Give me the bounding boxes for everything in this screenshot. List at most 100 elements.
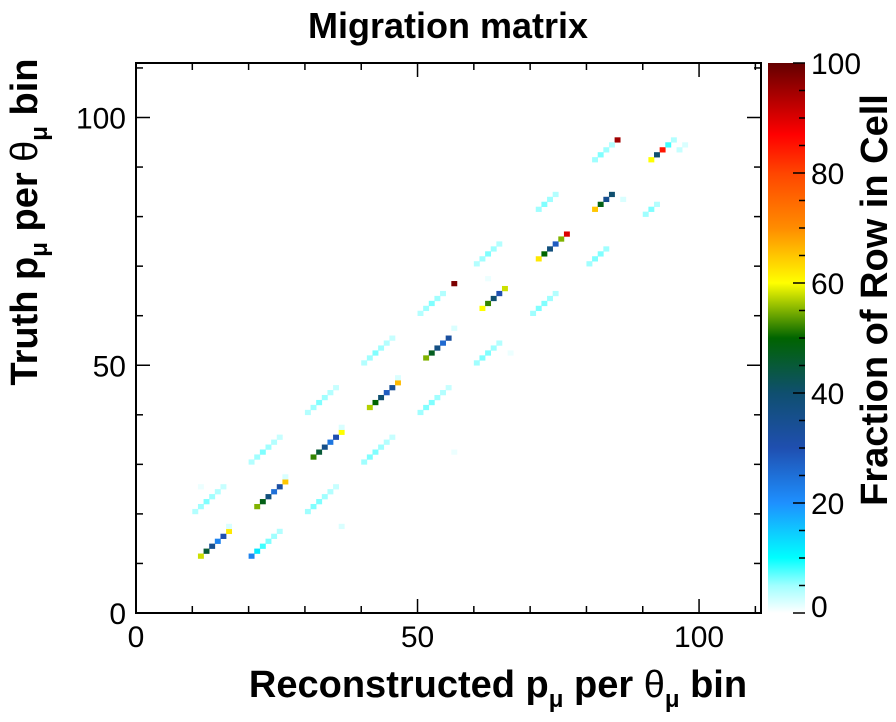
heatmap-cell xyxy=(282,474,289,480)
heatmap-cell xyxy=(552,290,559,297)
heatmap-cell xyxy=(271,439,278,445)
heatmap-cell xyxy=(372,350,379,356)
heatmap-cell xyxy=(197,503,204,510)
heatmap-cell xyxy=(563,231,570,237)
heatmap-cell xyxy=(451,325,458,331)
heatmap-cell xyxy=(254,503,261,510)
heatmap-cell xyxy=(265,494,272,500)
heatmap-cell xyxy=(541,201,548,207)
heatmap-cell xyxy=(333,434,339,440)
x-axis-label: Reconstructed pμ per θμ bin xyxy=(249,664,747,713)
heatmap-cell xyxy=(276,484,283,490)
heatmap-cell xyxy=(389,335,396,341)
heatmap-cell xyxy=(209,494,216,500)
heatmap-cell xyxy=(597,152,604,158)
heatmap-cell xyxy=(383,439,390,445)
colorbar-tick-label: 80 xyxy=(811,158,844,191)
heatmap-cell xyxy=(366,404,373,411)
heatmap-cell xyxy=(338,429,345,435)
heatmap-cell xyxy=(473,261,480,267)
heatmap-cell xyxy=(479,355,486,361)
heatmap-cell xyxy=(428,300,435,307)
heatmap-cell xyxy=(451,449,458,455)
heatmap-cell xyxy=(485,300,492,307)
heatmap-cell xyxy=(547,295,553,302)
heatmap-cell xyxy=(310,404,317,411)
heatmap-cell xyxy=(248,553,255,559)
heatmap-cell xyxy=(440,290,446,297)
heatmap-cell xyxy=(197,553,204,559)
heatmap-cell xyxy=(327,439,334,445)
heatmap-cell xyxy=(417,310,424,316)
heatmap-cell xyxy=(496,241,503,247)
heatmap-cell xyxy=(338,523,345,530)
heatmap-cell xyxy=(440,390,446,396)
heatmap-cell xyxy=(479,256,486,262)
heatmap-cell xyxy=(490,345,497,351)
x-tick-label: 0 xyxy=(128,621,145,654)
heatmap-cell xyxy=(372,449,379,455)
heatmap-cell xyxy=(541,251,548,257)
heatmap-cell xyxy=(659,147,666,153)
colorbar-tick-label: 100 xyxy=(811,48,861,81)
heatmap-cell xyxy=(304,409,311,416)
heatmap-cell xyxy=(592,256,599,262)
heatmap-cell xyxy=(603,246,610,252)
heatmap-cell xyxy=(214,538,221,544)
heatmap-cell xyxy=(608,191,615,198)
heatmap-cell xyxy=(434,394,441,401)
heatmap-cell xyxy=(372,399,379,406)
x-tick-label: 50 xyxy=(401,621,434,654)
x-tick-label: 100 xyxy=(674,621,724,654)
heatmap-cell xyxy=(321,394,328,401)
heatmap-cell xyxy=(501,285,508,292)
heatmap-cell xyxy=(395,375,401,381)
heatmap-cell xyxy=(485,276,492,282)
heatmap-cell xyxy=(665,142,672,148)
heatmap-cell xyxy=(383,340,390,346)
heatmap-cell xyxy=(209,543,216,549)
colorbar-tick-label: 20 xyxy=(811,488,844,521)
heatmap-cell xyxy=(366,454,373,460)
colorbar-tick-label: 60 xyxy=(811,268,844,301)
heatmap-cell xyxy=(535,305,542,312)
heatmap-cell xyxy=(541,300,548,307)
heatmap-cell xyxy=(434,345,441,351)
heatmap-cell xyxy=(383,390,390,396)
heatmap-cell xyxy=(316,399,323,406)
colorbar-ticks: 0 20 40 60 80 100 xyxy=(793,48,861,624)
heatmap-cell xyxy=(547,196,553,203)
heatmap-cell xyxy=(361,459,368,465)
heatmap-cell xyxy=(614,137,621,143)
heatmap-cell xyxy=(226,523,233,530)
heatmap-cell xyxy=(417,409,424,416)
heatmap-cell xyxy=(648,157,655,163)
chart-title: Migration matrix xyxy=(308,5,588,46)
heatmap-cell xyxy=(220,533,227,539)
heatmap-cell xyxy=(440,340,446,346)
heatmap-cell xyxy=(259,499,266,505)
heatmap-cell xyxy=(490,295,497,302)
y-tick-label: 0 xyxy=(109,598,126,631)
heatmap-cell xyxy=(378,345,385,351)
colorbar-label: Fraction of Row in Cell xyxy=(854,94,896,506)
heatmap-cell xyxy=(389,385,396,391)
heatmap-cell xyxy=(203,548,210,554)
heatmap-cell xyxy=(592,206,599,212)
heatmap-cell xyxy=(496,290,503,297)
heatmap-cell xyxy=(321,494,328,500)
heatmap-cell xyxy=(670,137,677,143)
heatmap-cell xyxy=(321,444,328,450)
heatmap-cell xyxy=(214,489,221,495)
heatmap-cell xyxy=(333,385,339,391)
heatmap-cell xyxy=(203,499,210,505)
heatmap-cell xyxy=(445,335,452,341)
heatmap-cell xyxy=(254,548,261,554)
heatmap-cell xyxy=(428,399,435,406)
heatmap-cell xyxy=(310,503,317,510)
heatmap-cell xyxy=(507,350,514,356)
heatmap-cell xyxy=(366,355,373,361)
heatmap-cell xyxy=(378,394,385,401)
heatmap-cell xyxy=(603,147,610,153)
heatmap-cell xyxy=(642,211,649,217)
